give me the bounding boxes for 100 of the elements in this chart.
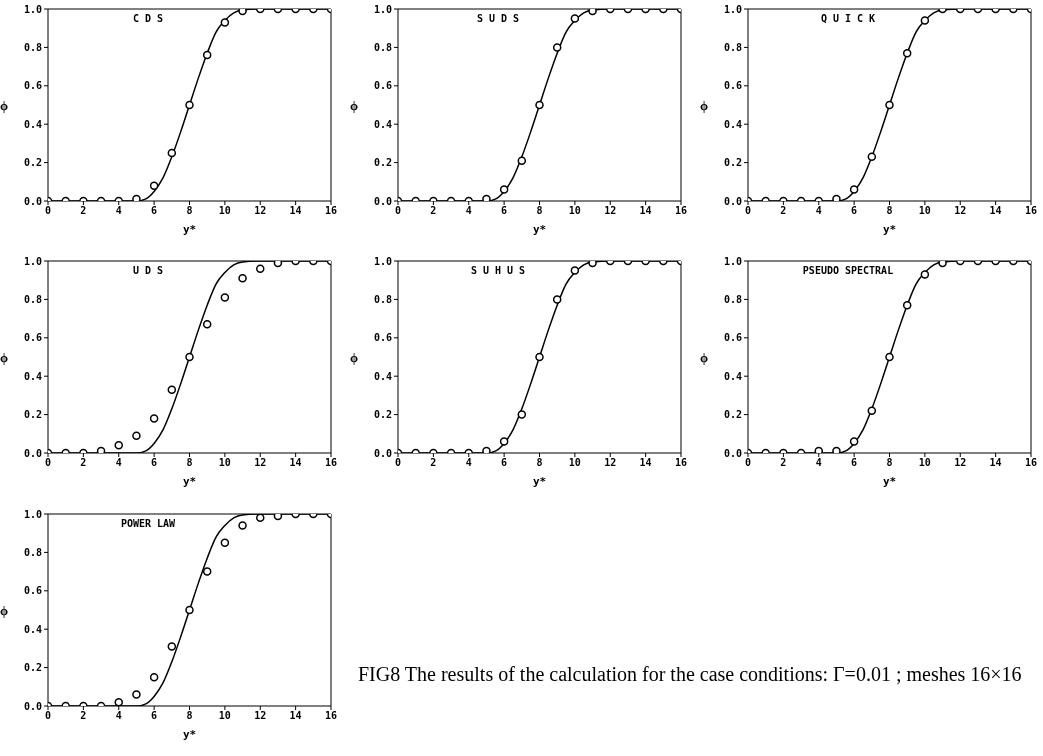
point: [517, 410, 527, 419]
y-tick-label: 0.6: [373, 80, 392, 92]
x-tick-label: 8: [886, 457, 893, 469]
x-tick-label: 14: [289, 457, 302, 469]
x-tick-label: 10: [218, 710, 231, 722]
y-tick-label: 0.6: [723, 332, 742, 344]
point: [867, 406, 877, 416]
y-tick-label: 0.4: [723, 118, 742, 130]
point: [167, 642, 177, 651]
x-tick-label: 0: [744, 457, 752, 469]
y-tick-label: 0.8: [23, 293, 42, 305]
y-tick-label: 0.0: [23, 195, 42, 207]
x-tick-label: 4: [815, 205, 822, 217]
point: [132, 431, 141, 440]
y-tick-label: 1.0: [373, 255, 392, 267]
point: [535, 352, 544, 362]
point: [149, 414, 159, 423]
y-tick-label: 0.0: [23, 447, 42, 459]
point: [849, 185, 859, 194]
x-tick-label: 8: [186, 710, 193, 722]
x-tick-label: 6: [851, 205, 858, 217]
x-tick-label: 6: [501, 457, 508, 469]
x-tick-label: 6: [851, 457, 858, 469]
x-tick-label: 4: [465, 457, 472, 469]
point: [220, 18, 230, 27]
y-tick-label: 0.0: [373, 447, 392, 459]
x-tick-label: 2: [430, 457, 437, 469]
x-tick-label: 8: [536, 457, 543, 469]
point: [114, 441, 123, 450]
point: [832, 194, 841, 201]
chart-title: C D S: [131, 13, 165, 24]
point: [132, 690, 141, 699]
x-axis-title: y*: [882, 475, 897, 488]
point: [238, 521, 247, 530]
y-tick-label: 0.8: [373, 293, 392, 305]
x-tick-label: 16: [1024, 457, 1038, 469]
point: [273, 261, 283, 268]
x-tick-label: 16: [324, 457, 338, 469]
y-axis-title: ϕ: [0, 349, 9, 365]
point: [149, 672, 159, 682]
x-tick-label: 2: [780, 457, 787, 469]
y-tick-label: 0.8: [723, 293, 742, 305]
x-tick-label: 10: [918, 205, 931, 217]
point: [256, 264, 265, 273]
point: [902, 48, 912, 58]
x-tick-label: 4: [115, 710, 122, 722]
y-tick-label: 1.0: [723, 255, 742, 267]
point: [202, 567, 212, 576]
x-tick-label: 14: [989, 205, 1002, 217]
point: [849, 437, 859, 446]
x-tick-label: 10: [918, 457, 931, 469]
y-tick-label: 0.2: [723, 157, 742, 169]
x-tick-label: 8: [886, 205, 893, 217]
point: [220, 293, 230, 302]
y-tick-label: 0.2: [373, 157, 392, 169]
point: [482, 194, 491, 201]
x-tick-label: 16: [674, 205, 688, 217]
x-tick-label: 14: [639, 205, 652, 217]
point: [167, 148, 177, 158]
x-axis-title: y*: [182, 728, 197, 741]
x-tick-label: 8: [186, 457, 193, 469]
y-tick-label: 0.0: [373, 195, 392, 207]
y-axis-title: ϕ: [350, 349, 359, 365]
x-tick-label: 12: [604, 205, 617, 217]
point: [867, 152, 877, 162]
y-axis-title: ϕ: [350, 97, 359, 113]
point: [535, 100, 544, 110]
point: [588, 9, 597, 16]
x-tick-label: 0: [744, 205, 752, 217]
x-tick-label: 14: [289, 710, 302, 722]
point: [920, 270, 930, 279]
y-tick-label: 1.0: [23, 3, 42, 15]
y-tick-label: 1.0: [23, 255, 42, 267]
point: [588, 261, 597, 268]
chart-title: PSEUDO SPECTRAL: [801, 265, 895, 276]
y-tick-label: 0.2: [723, 409, 742, 421]
x-tick-label: 0: [394, 457, 402, 469]
point: [238, 9, 247, 16]
x-tick-label: 14: [989, 457, 1002, 469]
x-axis-title: y*: [532, 223, 547, 236]
x-tick-label: 8: [186, 205, 193, 217]
point: [552, 43, 562, 52]
x-tick-label: 10: [218, 457, 231, 469]
point: [938, 261, 947, 268]
y-tick-label: 0.0: [723, 447, 742, 459]
x-tick-label: 16: [324, 205, 338, 217]
x-tick-label: 0: [44, 710, 52, 722]
point: [885, 100, 894, 110]
x-tick-label: 8: [536, 205, 543, 217]
point: [499, 437, 509, 446]
y-tick-label: 0.2: [23, 409, 42, 421]
x-tick-label: 2: [80, 457, 87, 469]
x-tick-label: 0: [394, 205, 402, 217]
x-tick-label: 4: [115, 457, 122, 469]
y-tick-label: 0.6: [373, 332, 392, 344]
y-tick-label: 0.8: [373, 41, 392, 53]
x-tick-label: 4: [115, 205, 122, 217]
point: [273, 514, 283, 521]
point: [238, 274, 247, 283]
y-tick-label: 0.2: [23, 157, 42, 169]
